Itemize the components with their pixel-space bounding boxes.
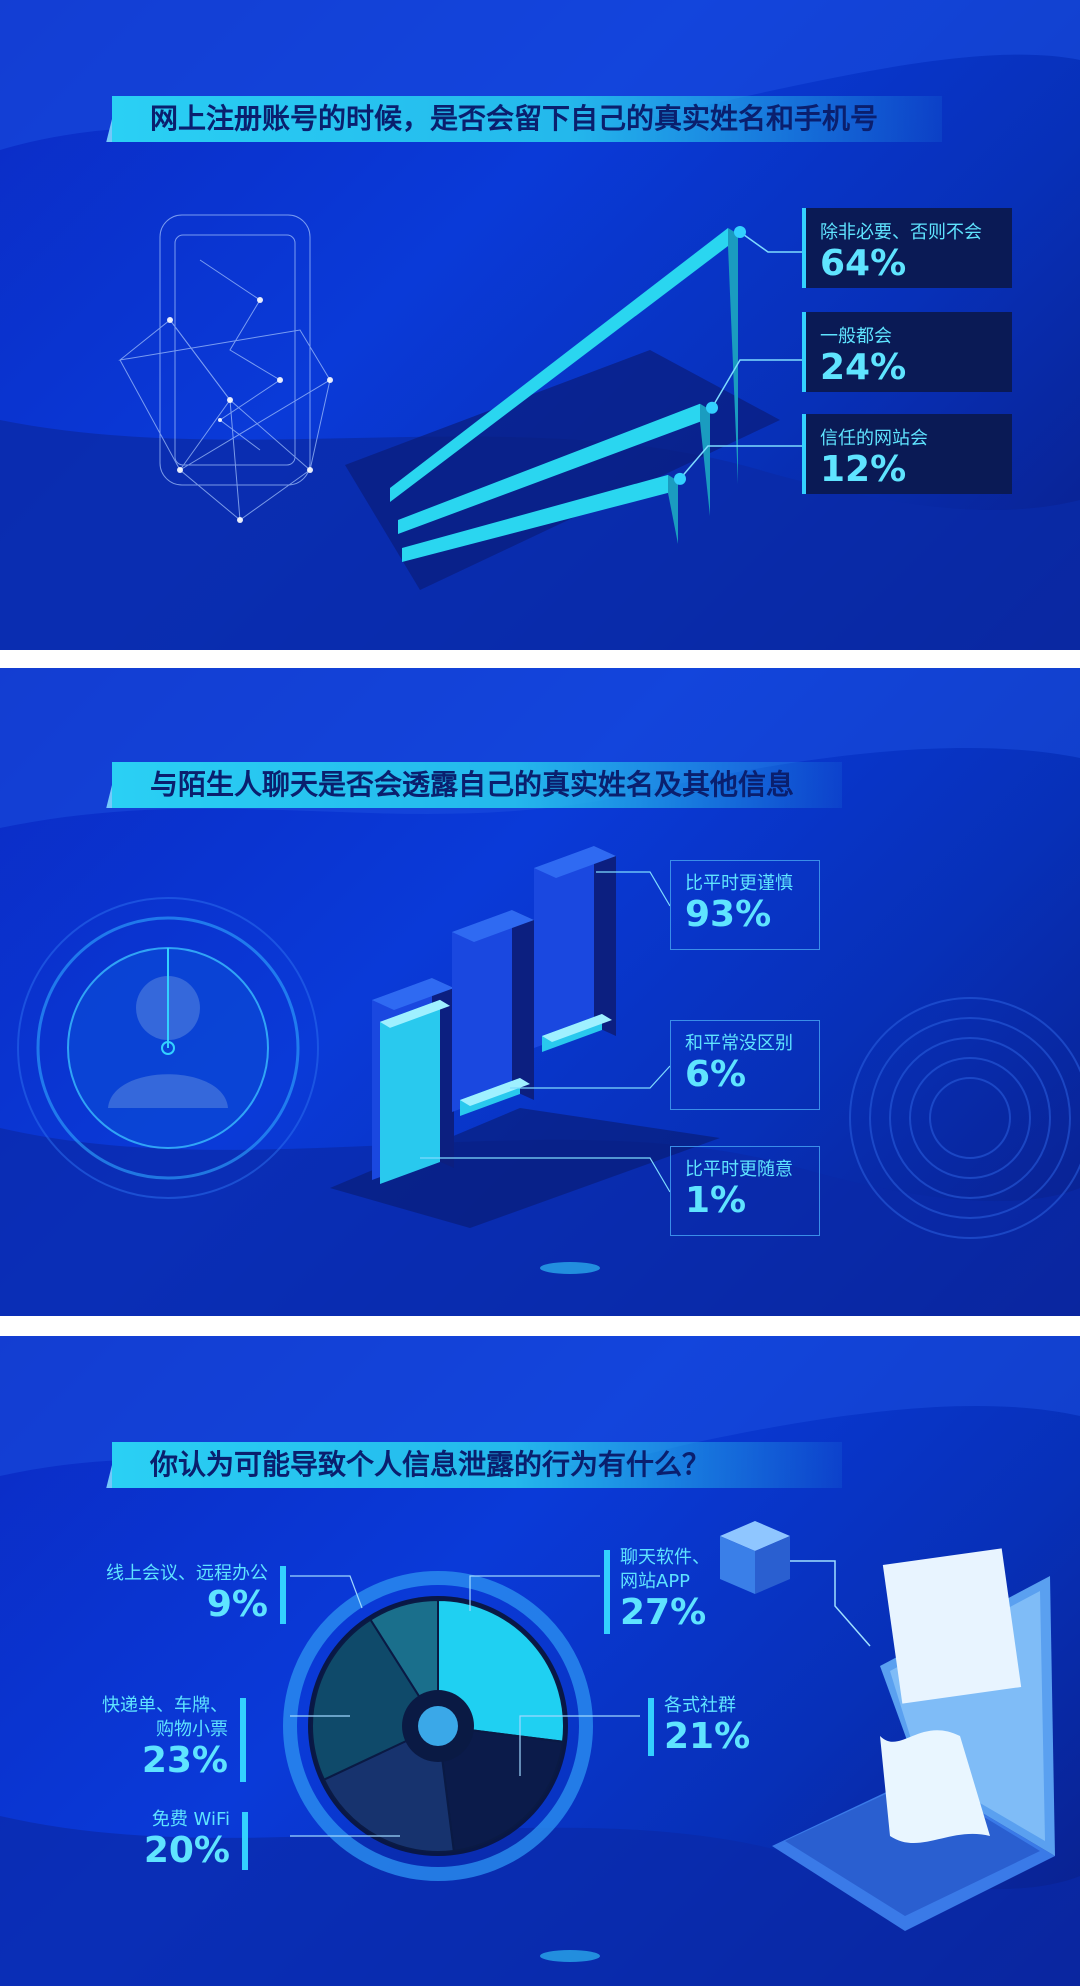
leader-line bbox=[510, 1065, 671, 1089]
legend-value: 93% bbox=[685, 894, 772, 935]
legend-label: 除非必要、否则不会 bbox=[820, 222, 982, 243]
panel-leak-behaviors: 你认为可能导致个人信息泄露的行为有什么？ 线上会议、远程办公 9% 快递单、车牌… bbox=[0, 1336, 1080, 1986]
legend-value: 12% bbox=[820, 449, 907, 490]
ramp-bar-side bbox=[728, 228, 738, 484]
legend-value: 64% bbox=[820, 243, 907, 284]
panel-stranger-chat: 与陌生人聊天是否会透露自己的真实姓名及其他信息 比平时更谨慎 93% 和平常没区… bbox=[0, 668, 1080, 1316]
legend-item-1: 比平时更谨慎 93% bbox=[670, 860, 820, 950]
leader-line bbox=[596, 871, 671, 907]
pie-label-groups: 各式社群 21% bbox=[664, 1694, 784, 1756]
slice-value: 23% bbox=[141, 1740, 228, 1781]
column-bars bbox=[372, 846, 671, 1193]
legend-label: 一般都会 bbox=[820, 326, 892, 347]
slice-label: 购物小票 bbox=[156, 1719, 228, 1740]
leader-line bbox=[739, 231, 802, 253]
column-front bbox=[452, 910, 512, 1112]
column-side bbox=[594, 846, 616, 1036]
slice-label: 网站APP bbox=[620, 1571, 691, 1592]
slice-label: 各式社群 bbox=[664, 1695, 736, 1716]
column-fill-top bbox=[460, 1078, 530, 1106]
column-top bbox=[452, 910, 534, 942]
legend-item-2: 一般都会 24% bbox=[802, 312, 1012, 392]
ramp-bars bbox=[390, 226, 802, 562]
column-top bbox=[534, 846, 616, 878]
legend-value: 1% bbox=[685, 1180, 747, 1221]
fingerprint-icon bbox=[849, 997, 1080, 1239]
label-marker bbox=[240, 1698, 246, 1782]
column-top bbox=[372, 978, 454, 1010]
legend-item-3: 信任的网站会 12% bbox=[802, 414, 1012, 494]
pie-label-free-wifi: 免费 WiFi 20% bbox=[40, 1808, 230, 1870]
chart-title: 与陌生人聊天是否会透露自己的真实姓名及其他信息 bbox=[112, 762, 842, 808]
ramp-bar bbox=[398, 403, 700, 534]
pie-slice bbox=[437, 1598, 565, 1743]
legend-label: 信任的网站会 bbox=[820, 428, 928, 449]
column-front bbox=[534, 846, 594, 1048]
panel-registration: 网上注册账号的时候，是否会留下自己的真实姓名和手机号 除非必要、否则不会 64%… bbox=[0, 0, 1080, 650]
label-marker bbox=[648, 1698, 654, 1756]
legend-label: 比平时更谨慎 bbox=[685, 873, 793, 894]
slice-label: 聊天软件、 bbox=[620, 1547, 710, 1568]
slice-label: 免费 WiFi bbox=[151, 1809, 230, 1830]
panel-background bbox=[0, 1336, 1080, 1986]
ramp-bar-side bbox=[700, 403, 710, 516]
column-side bbox=[512, 910, 534, 1100]
label-marker bbox=[280, 1566, 286, 1624]
leader-dot bbox=[706, 401, 718, 414]
ramp-bar-side bbox=[668, 474, 678, 544]
leader-dot bbox=[734, 226, 746, 238]
ramp-bar bbox=[402, 474, 668, 562]
leader-line bbox=[679, 445, 802, 480]
slice-value: 27% bbox=[620, 1592, 707, 1633]
slice-value: 20% bbox=[143, 1830, 230, 1871]
legend-value: 6% bbox=[685, 1054, 747, 1095]
legend-item-1: 除非必要、否则不会 64% bbox=[802, 208, 1012, 288]
pie-label-online-meeting: 线上会议、远程办公 9% bbox=[40, 1562, 268, 1624]
pie-slice bbox=[436, 1724, 565, 1853]
label-marker bbox=[242, 1812, 248, 1870]
chart-title: 网上注册账号的时候，是否会留下自己的真实姓名和手机号 bbox=[112, 96, 942, 142]
column-fill-top bbox=[380, 999, 450, 1028]
label-marker bbox=[604, 1550, 610, 1634]
column-fill bbox=[380, 999, 440, 1184]
column-fill-top bbox=[542, 1014, 612, 1042]
server-cube-icon bbox=[720, 1521, 790, 1594]
pie-chart bbox=[311, 1598, 565, 1853]
leader-dot bbox=[674, 472, 686, 485]
slice-value: 21% bbox=[664, 1716, 751, 1757]
pie-label-delivery: 快递单、车牌、 购物小票 23% bbox=[40, 1694, 228, 1780]
chart-title: 你认为可能导致个人信息泄露的行为有什么？ bbox=[112, 1442, 842, 1488]
legend-value: 24% bbox=[820, 347, 907, 388]
slice-value: 9% bbox=[206, 1584, 268, 1625]
legend-label: 和平常没区别 bbox=[685, 1033, 793, 1054]
pie-label-chat-apps: 聊天软件、 网站APP 27% bbox=[620, 1546, 760, 1632]
slice-label: 线上会议、远程办公 bbox=[106, 1563, 268, 1584]
user-avatar-icon bbox=[17, 897, 319, 1199]
legend-label: 比平时更随意 bbox=[685, 1159, 793, 1180]
slice-label: 快递单、车牌、 bbox=[102, 1695, 228, 1716]
laptop-icon bbox=[772, 1548, 1055, 1931]
ramp-bar bbox=[390, 228, 728, 502]
legend-item-3: 比平时更随意 1% bbox=[670, 1146, 820, 1236]
leader-line bbox=[711, 359, 802, 409]
legend-item-2: 和平常没区别 6% bbox=[670, 1020, 820, 1110]
leader-line bbox=[420, 1157, 671, 1193]
